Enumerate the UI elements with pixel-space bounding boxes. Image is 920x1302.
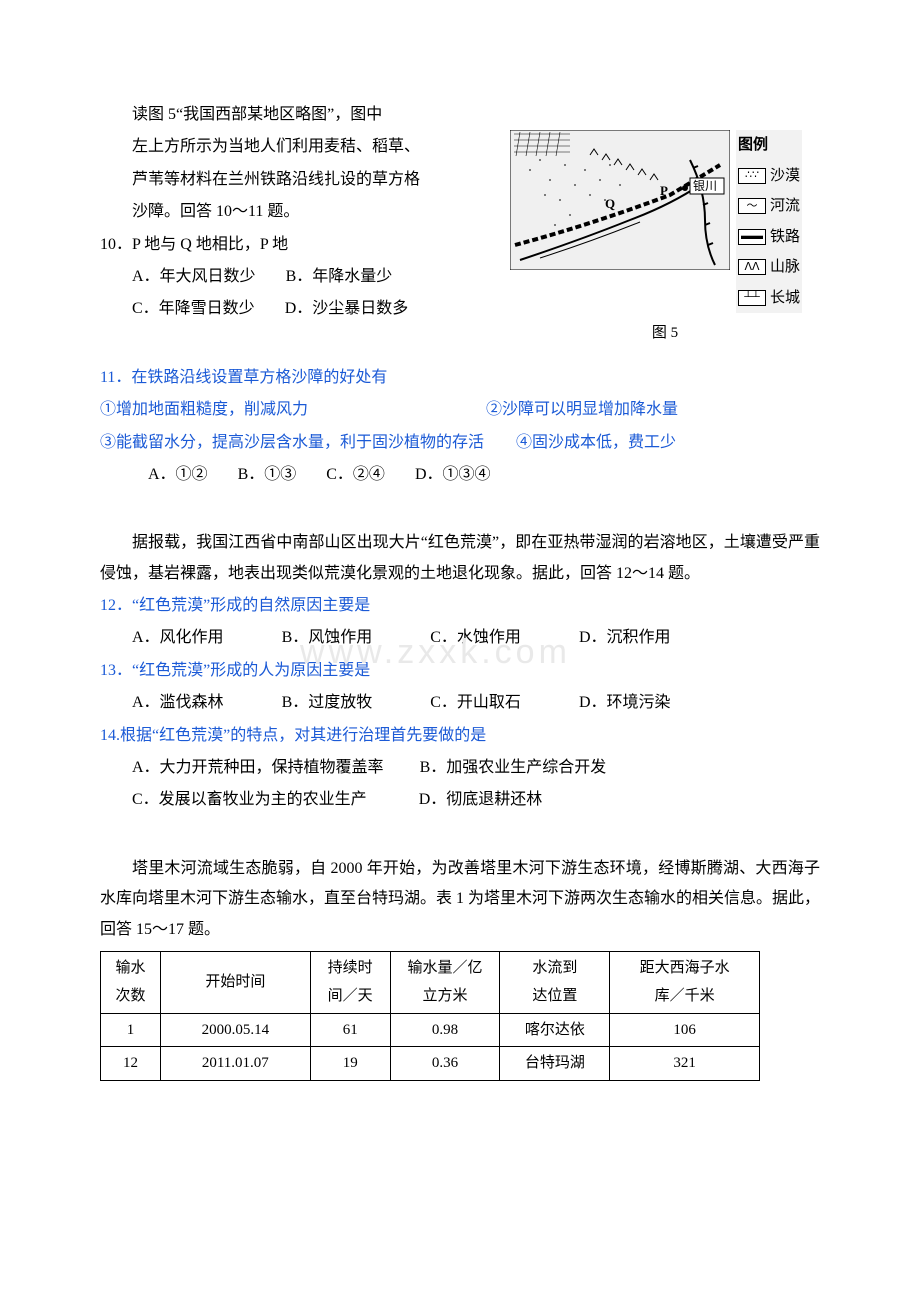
q13-a: A．滥伐森林 (132, 694, 224, 711)
q12-d: D．沉积作用 (579, 629, 671, 646)
legend-item-desert: ∴∵沙漠 (736, 161, 802, 192)
q13-c: C．开山取石 (430, 694, 521, 711)
intro5-l1: 读图 5“我国西部某地区略图”，图中 (100, 100, 500, 130)
table-cell: 0.98 (390, 1013, 500, 1047)
q12-choices: A．风化作用 B．风蚀作用 C．水蚀作用 D．沉积作用 (100, 623, 820, 653)
th-c3: 持续时间／天 (310, 951, 390, 1013)
map-svg: Q P 银川 (510, 130, 730, 270)
legend-title: 图例 (736, 130, 802, 161)
table-cell: 19 (310, 1047, 390, 1081)
figure-5: Q P 银川 图例 ∴∵沙漠 ～河流 ▬▬铁路 ᐱᐱ山脉 ┴┴长城 图 5 (510, 130, 820, 348)
legend-item-rail: ▬▬铁路 (736, 222, 802, 253)
q10-d: D．沙尘暴日数多 (285, 300, 409, 317)
q13-choices: A．滥伐森林 B．过度放牧 C．开山取石 D．环境污染 (100, 688, 820, 718)
q11-opt4: ④固沙成本低，费工少 (516, 434, 676, 451)
q10-a: A．年大风日数少 (132, 268, 256, 285)
map-label-p: P (660, 183, 668, 198)
q11-line2: ③能截留水分，提高沙层含水量，利于固沙植物的存活 ④固沙成本低，费工少 (100, 428, 820, 458)
q14-stem: 14.根据“红色荒漠”的特点，对其进行治理首先要做的是 (100, 721, 820, 751)
table-cell: 1 (101, 1013, 161, 1047)
q13-stem: 13．“红色荒漠”形成的人为原因主要是 (100, 656, 820, 686)
q10-b: B．年降水量少 (286, 268, 393, 285)
q11-line1: ①增加地面粗糙度，削减风力 ②沙障可以明显增加降水量 (100, 395, 820, 425)
q12-c: C．水蚀作用 (430, 629, 521, 646)
q12-b: B．风蚀作用 (282, 629, 373, 646)
q11-stem: 11．在铁路沿线设置草方格沙障的好处有 (100, 363, 820, 393)
q14-d: D．彻底退耕还林 (419, 791, 543, 808)
q11-opt2: ②沙障可以明显增加降水量 (486, 401, 678, 418)
figure-5-content: Q P 银川 图例 ∴∵沙漠 ～河流 ▬▬铁路 ᐱᐱ山脉 ┴┴长城 (510, 130, 820, 313)
q11-d: D．①③④ (415, 466, 491, 483)
intro5-l2: 左上方所示为当地人们利用麦秸、稻草、 (100, 132, 500, 162)
table-cell: 106 (610, 1013, 760, 1047)
q11-choices: A．①② B．①③ C．②④ D．①③④ (100, 460, 820, 490)
table-row: 12 2011.01.07 19 0.36 台特玛湖 321 (101, 1047, 760, 1081)
q14-a: A．大力开荒种田，保持植物覆盖率 (132, 759, 384, 776)
table-cell: 喀尔达依 (500, 1013, 610, 1047)
q12-stem: 12．“红色荒漠”形成的自然原因主要是 (100, 591, 820, 621)
water-transfer-table: 输水次数 开始时间 持续时间／天 输水量／亿立方米 水流到达位置 距大西海子水库… (100, 951, 760, 1081)
th-c5: 水流到达位置 (500, 951, 610, 1013)
legend-item-river: ～河流 (736, 191, 802, 222)
table-cell: 0.36 (390, 1047, 500, 1081)
table-cell: 台特玛湖 (500, 1047, 610, 1081)
table-cell: 2011.01.07 (160, 1047, 310, 1081)
table-cell: 321 (610, 1047, 760, 1081)
intro15: 塔里木河流域生态脆弱，自 2000 年开始，为改善塔里木河下游生态环境，经博斯腾… (100, 854, 820, 945)
q14-b: B．加强农业生产综合开发 (420, 759, 607, 776)
q11-opt1: ①增加地面粗糙度，削减风力 (100, 401, 308, 418)
q14-c: C．发展以畜牧业为主的农业生产 (132, 791, 367, 808)
q12-a: A．风化作用 (132, 629, 224, 646)
figure-5-caption: 图 5 (510, 319, 820, 348)
map-label-q: Q (605, 196, 615, 211)
intro5-l3: 芦苇等材料在兰州铁路沿线扎设的草方格 (100, 165, 500, 195)
q11-c: C．②④ (326, 466, 385, 483)
intro12: 据报载，我国江西省中南部山区出现大片“红色荒漠”，即在亚热带湿润的岩溶地区，土壤… (100, 528, 820, 589)
q14-choices-cd: C．发展以畜牧业为主的农业生产 D．彻底退耕还林 (100, 785, 820, 815)
th-c4: 输水量／亿立方米 (390, 951, 500, 1013)
legend: 图例 ∴∵沙漠 ～河流 ▬▬铁路 ᐱᐱ山脉 ┴┴长城 (736, 130, 802, 313)
table-row: 1 2000.05.14 61 0.98 喀尔达依 106 (101, 1013, 760, 1047)
legend-item-wall: ┴┴长城 (736, 283, 802, 314)
q14-choices-ab: A．大力开荒种田，保持植物覆盖率 B．加强农业生产综合开发 (100, 753, 820, 783)
intro5-l4: 沙障。回答 10～11 题。 (100, 197, 500, 227)
q13-d: D．环境污染 (579, 694, 671, 711)
map-label-city: 银川 (693, 179, 717, 193)
th-c1: 输水次数 (101, 951, 161, 1013)
table-cell: 61 (310, 1013, 390, 1047)
table-cell: 12 (101, 1047, 161, 1081)
q13-b: B．过度放牧 (282, 694, 373, 711)
th-c6: 距大西海子水库／千米 (610, 951, 760, 1013)
legend-item-mountain: ᐱᐱ山脉 (736, 252, 802, 283)
th-c2: 开始时间 (160, 951, 310, 1013)
q11-opt3: ③能截留水分，提高沙层含水量，利于固沙植物的存活 (100, 434, 484, 451)
q10-c: C．年降雪日数少 (132, 300, 255, 317)
q11-a: A．①② (148, 466, 208, 483)
table-cell: 2000.05.14 (160, 1013, 310, 1047)
q11-b: B．①③ (238, 466, 297, 483)
